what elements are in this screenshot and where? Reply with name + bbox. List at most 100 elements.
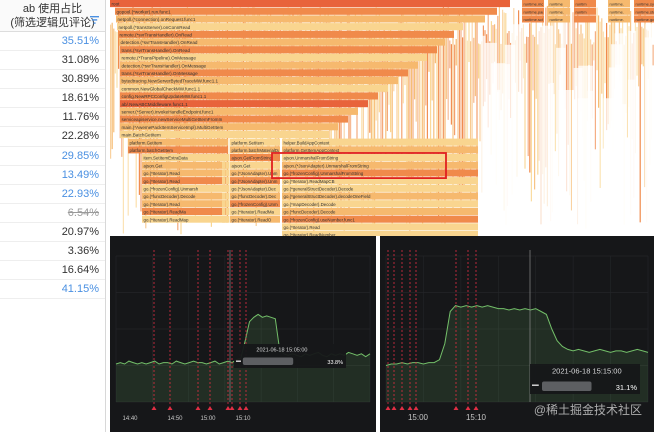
flame-stack-column[interactable] [423,38,425,166]
flame-stack-column[interactable] [479,44,481,142]
flame-stack-column[interactable] [330,38,332,228]
flame-stack-column[interactable] [529,23,531,173]
table-header[interactable]: ab 使用占比 (筛选逻辑见评论) [0,0,105,32]
series-line[interactable] [385,305,649,366]
flame-frame[interactable]: go.(*frozenConfig).UnmarshalFromString [282,169,478,177]
flame-frame[interactable]: runtime.stopthe [634,7,654,15]
flame-stack-column[interactable] [570,43,572,211]
flame-stack-column[interactable] [478,43,480,79]
flame-frame[interactable]: go.(*frozenConfig).Unmarsh [142,184,228,192]
annotation-marker-head[interactable] [207,406,213,410]
flame-stack-column[interactable] [599,21,601,188]
flame-stack-column[interactable] [607,37,609,125]
flame-stack-column[interactable] [122,11,124,234]
flame-stack-column[interactable] [468,21,470,63]
flame-stack-column[interactable] [396,43,398,194]
flame-stack-column[interactable] [417,25,419,220]
flame-stack-column[interactable] [385,33,387,155]
flame-stack-column[interactable] [215,16,217,123]
flame-stack-column[interactable] [180,26,182,235]
flame-frame[interactable]: go.(*JsonAdapter).Dec [230,184,280,192]
flame-frame[interactable] [226,207,230,215]
flame-stack-column[interactable] [594,31,596,150]
flame-frame[interactable]: ajson.Get [142,161,228,169]
annotation-marker-head[interactable] [237,406,243,410]
flame-frame[interactable]: runtime. [548,7,570,15]
flame-stack-column[interactable] [438,39,440,217]
flame-stack-column[interactable] [449,40,451,69]
flame-stack-column[interactable] [426,34,428,147]
annotation-marker-head[interactable] [391,406,397,410]
flame-frame[interactable] [226,161,230,169]
annotation-marker-head[interactable] [167,406,173,410]
flame-frame[interactable]: config.NewRPCConfigUpdateMW.func1.1 [120,92,378,100]
flame-stack-column[interactable] [370,36,372,182]
flame-stack-column[interactable] [473,37,475,103]
flame-stack-column[interactable] [457,14,459,193]
flame-frame[interactable] [222,215,226,223]
flame-frame[interactable]: go.(*Iterator).Read [142,169,228,177]
flame-stack-column[interactable] [534,36,536,190]
flame-stack-column[interactable] [454,44,456,136]
flame-frame[interactable]: server.(*Server).invokeHandleEndpoint.fu… [120,107,358,115]
flame-frame[interactable]: go.(*Iterator).ReadO [230,215,280,223]
flame-stack-column[interactable] [374,32,376,224]
flame-frame[interactable]: go.(*Iterator).ReadMapCB [282,177,478,185]
annotation-marker-head[interactable] [243,406,249,410]
flame-frame[interactable]: netpoll.(*connection).onRequest.func1 [116,15,485,23]
flame-stack-column[interactable] [502,9,504,94]
flame-stack-column[interactable] [430,39,432,205]
flame-frame[interactable] [222,207,226,215]
flame-stack-column[interactable] [553,5,555,95]
flame-stack-column[interactable] [532,34,534,91]
flame-stack-column[interactable] [447,5,449,120]
flame-frame[interactable]: remote.(*svrTransHandler).OnRead [118,30,454,38]
flame-frame[interactable]: helper.BuildAppContext [282,138,478,146]
flame-frame[interactable]: go.(*JsonAdapter).Unm [230,169,280,177]
flame-frame[interactable]: remote.(*TransPipeline).OnMessage [120,53,427,61]
flame-stack-column[interactable] [353,31,355,61]
flame-stack-column[interactable] [114,31,116,74]
flame-stack-column[interactable] [598,15,600,108]
flame-stack-column[interactable] [460,19,462,215]
flame-stack-column[interactable] [367,22,369,223]
flame-stack-column[interactable] [372,16,374,224]
flame-stack-column[interactable] [318,38,320,192]
flame-frame[interactable]: go.(*JsonAdapter).Unm [230,177,280,185]
flame-stack-column[interactable] [442,5,444,162]
flame-stack-column[interactable] [431,23,433,101]
flame-stack-column[interactable] [641,26,643,65]
flame-stack-column[interactable] [602,31,604,149]
flame-stack-column[interactable] [110,24,112,159]
flame-stack-column[interactable] [418,21,420,156]
flame-frame[interactable]: runtime.park_m [522,7,552,15]
flame-frame[interactable]: runtime [548,0,570,8]
flame-stack-column[interactable] [113,28,115,133]
flame-frame[interactable]: root [110,0,510,8]
flame-frame[interactable]: runtime. [608,15,630,23]
flame-frame[interactable]: item.SetItemExtraData [142,154,228,162]
flame-frame[interactable]: runtime. [608,7,630,15]
flame-frame[interactable]: runtim [574,0,596,8]
flame-stack-column[interactable] [409,24,411,233]
flame-frame[interactable]: runtime [548,15,570,23]
flame-frame[interactable]: runtime.mcall [522,0,547,8]
flame-stack-column[interactable] [380,35,382,190]
flame-stack-column[interactable] [142,27,144,65]
flame-frame[interactable]: ajson.Get [230,161,280,169]
flame-frame[interactable]: detection.(*svrTransHandler).OnMessage [120,61,418,69]
flame-frame[interactable]: go.(*mapDecoder).Decode [282,200,478,208]
flame-stack-column[interactable] [471,11,473,166]
flame-stack-column[interactable] [116,31,118,88]
annotation-marker-head[interactable] [399,406,405,410]
flame-stack-column[interactable] [391,34,393,224]
flame-stack-column[interactable] [378,10,380,113]
flame-stack-column[interactable] [554,44,556,152]
flame-stack-column[interactable] [362,31,364,214]
flame-frame[interactable] [222,177,226,185]
flame-stack-column[interactable] [135,22,137,208]
flame-stack-column[interactable] [382,39,384,149]
flame-stack-column[interactable] [465,10,467,163]
flame-frame[interactable]: ab/.NewABCMiddleware.func1.1 [120,100,368,108]
flame-stack-column[interactable] [596,7,598,71]
